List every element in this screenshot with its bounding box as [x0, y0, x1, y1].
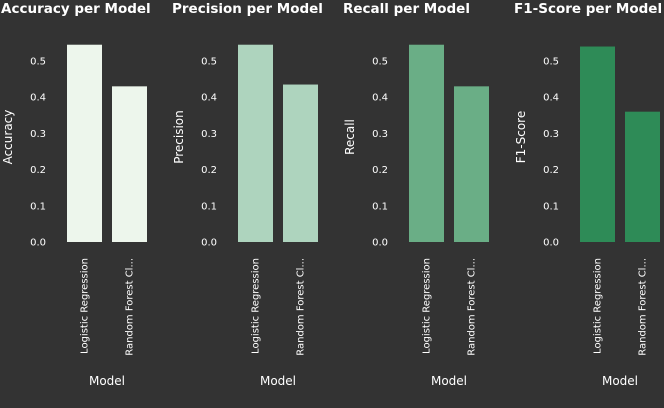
bar-logistic-regression [409, 44, 444, 243]
bar-logistic-regression [238, 44, 273, 243]
chart-panel-2: Precision per Model Precision 0.0 0.1 0.2 0.3… [172, 1, 323, 388]
y-tick-label: 0.1 [201, 201, 217, 212]
y-axis-label: Accuracy [1, 110, 15, 165]
chart-panel-3: Recall per Model Recall 0.0 0.1 0.2 0.3 0.4 0.5… [343, 1, 489, 388]
y-axis-label: Recall [343, 119, 357, 155]
chart-title: Recall per Model [343, 1, 470, 17]
x-tick-label: Logistic Regression [422, 258, 433, 354]
y-tick-label: 0.1 [543, 201, 559, 212]
x-tick-label: Logistic Regression [251, 258, 262, 354]
x-axis-label: Model [260, 374, 296, 388]
chart-panel-4: F1-Score per Model F1-Score 0.0 0.1 0.2 0.3 0.… [514, 1, 662, 388]
chart-title: Precision per Model [172, 1, 323, 17]
chart-title: Accuracy per Model [1, 1, 151, 17]
y-axis-label: Precision [172, 110, 186, 164]
chart-panel-1: Accuracy per Model Accuracy 0.0 0.1 0.2 0.3 0.… [1, 1, 151, 388]
y-tick-label: 0.4 [30, 93, 46, 104]
x-tick-label: Random Forest Cl... [467, 258, 478, 356]
y-tick-label: 0.2 [201, 165, 217, 176]
x-tick-label: Logistic Regression [593, 258, 604, 354]
y-tick-label: 0.5 [543, 57, 559, 68]
bar-random-forest [112, 86, 147, 242]
y-tick-label: 0.0 [543, 238, 559, 249]
x-axis-label: Model [89, 374, 125, 388]
y-axis-label: F1-Score [514, 111, 528, 163]
y-tick-label: 0.1 [30, 201, 46, 212]
y-tick-label: 0.5 [372, 57, 388, 68]
x-tick-label: Random Forest Cl... [296, 258, 307, 356]
x-tick-label: Random Forest Cl... [125, 258, 136, 356]
chart-title: F1-Score per Model [514, 1, 662, 17]
y-tick-label: 0.2 [30, 165, 46, 176]
y-tick-label: 0.2 [372, 165, 388, 176]
y-tick-label: 0.4 [201, 93, 217, 104]
bar-random-forest [454, 86, 489, 242]
x-axis-label: Model [602, 374, 638, 388]
y-tick-label: 0.2 [543, 165, 559, 176]
y-tick-label: 0.4 [543, 93, 559, 104]
bar-random-forest [625, 111, 660, 243]
bar-logistic-regression [67, 44, 102, 243]
y-tick-label: 0.0 [30, 238, 46, 249]
y-tick-label: 0.0 [201, 238, 217, 249]
y-tick-label: 0.5 [30, 57, 46, 68]
y-tick-label: 0.3 [372, 129, 388, 140]
bar-random-forest [283, 84, 318, 242]
y-tick-label: 0.4 [372, 93, 388, 104]
x-axis-label: Model [431, 374, 467, 388]
x-tick-label: Random Forest Cl... [638, 258, 649, 356]
y-tick-label: 0.5 [201, 57, 217, 68]
y-tick-label: 0.0 [372, 238, 388, 249]
y-tick-label: 0.3 [543, 129, 559, 140]
x-tick-label: Logistic Regression [80, 258, 91, 354]
y-tick-label: 0.3 [201, 129, 217, 140]
y-tick-label: 0.3 [30, 129, 46, 140]
bar-logistic-regression [580, 46, 615, 242]
y-tick-label: 0.1 [372, 201, 388, 212]
